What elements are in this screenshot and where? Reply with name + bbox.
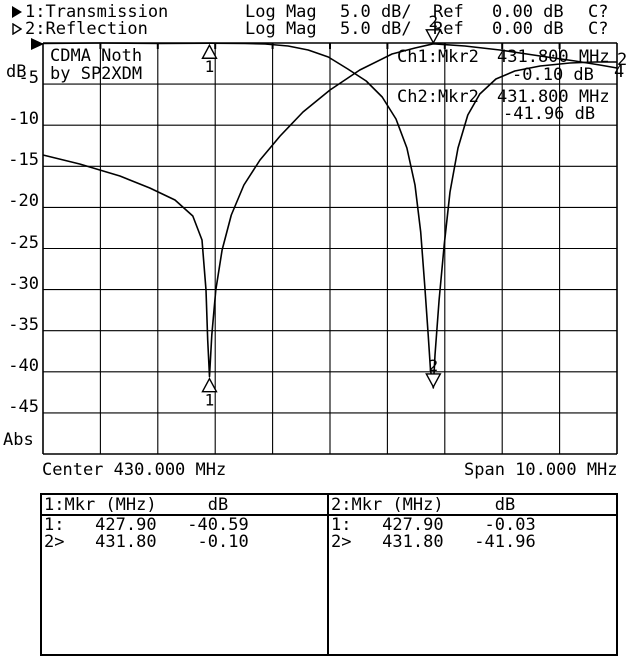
marker-number-ch2-2: 2: [428, 356, 438, 375]
marker-table-header-rule: [42, 514, 616, 516]
marker-number-ch1-2: 2: [428, 12, 438, 31]
ch1-marker-table-row2: 2> 431.80 -0.10: [44, 532, 249, 552]
marker-number-ch1-1: 1: [205, 391, 215, 410]
ref-level-indicator-icon: [31, 38, 44, 50]
marker-symbol-ch2-1: [201, 43, 218, 59]
marker-symbol-ch1-2: [425, 29, 442, 45]
marker-number-ch2-1: 1: [205, 57, 215, 76]
ch1-marker-table-header: 1:Mkr (MHz) dB: [44, 495, 229, 515]
ch2-marker-table-row2: 2> 431.80 -41.96: [331, 532, 536, 552]
marker-table-divider: [327, 495, 329, 654]
ch1-marker-table-row1: 1: 427.90 -40.59: [44, 515, 249, 535]
trace-ch1-transmission: [42, 42, 618, 378]
marker-symbol-ch2-2: [425, 373, 442, 389]
marker-table-panel: 1:Mkr (MHz) dB 1: 427.90 -40.59 2> 431.8…: [40, 493, 618, 656]
ch2-marker-table-row1: 1: 427.90 -0.03: [331, 515, 536, 535]
marker-symbol-ch1-1: [201, 377, 218, 393]
ch2-marker-table-header: 2:Mkr (MHz) dB: [331, 495, 516, 515]
trace-ch2-reflection: [42, 42, 617, 389]
